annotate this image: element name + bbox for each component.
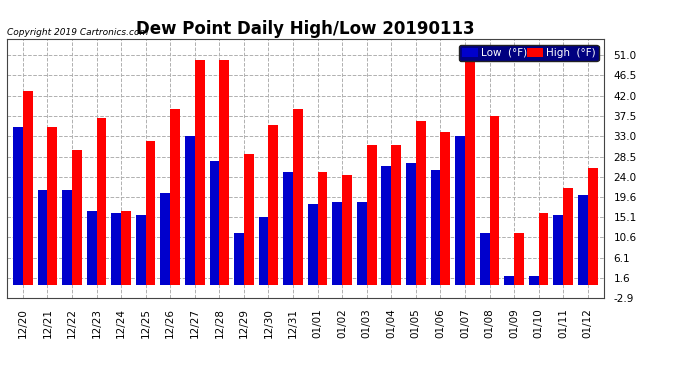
Bar <box>268 125 278 285</box>
Bar <box>480 233 489 285</box>
Bar <box>293 109 303 285</box>
Bar <box>160 193 170 285</box>
Text: Copyright 2019 Cartronics.com: Copyright 2019 Cartronics.com <box>7 28 148 37</box>
Bar <box>121 211 131 285</box>
Bar <box>514 233 524 285</box>
Bar <box>357 202 366 285</box>
Bar <box>62 190 72 285</box>
Bar <box>195 60 205 285</box>
Bar <box>504 276 514 285</box>
Bar <box>72 150 82 285</box>
Bar <box>210 161 219 285</box>
Bar <box>440 132 451 285</box>
Bar <box>170 109 180 285</box>
Bar <box>283 172 293 285</box>
Bar <box>13 127 23 285</box>
Bar <box>382 166 391 285</box>
Bar <box>259 217 268 285</box>
Bar <box>333 202 342 285</box>
Bar <box>563 188 573 285</box>
Bar <box>111 213 121 285</box>
Bar <box>539 213 549 285</box>
Bar <box>391 145 401 285</box>
Bar <box>97 118 106 285</box>
Bar <box>23 91 32 285</box>
Bar <box>146 141 155 285</box>
Bar <box>185 136 195 285</box>
Bar <box>308 204 317 285</box>
Bar <box>553 215 563 285</box>
Bar <box>342 175 352 285</box>
Bar <box>431 170 440 285</box>
Bar <box>317 172 328 285</box>
Bar <box>406 164 416 285</box>
Bar <box>48 127 57 285</box>
Title: Dew Point Daily High/Low 20190113: Dew Point Daily High/Low 20190113 <box>136 20 475 38</box>
Bar <box>234 233 244 285</box>
Bar <box>366 145 377 285</box>
Bar <box>465 60 475 285</box>
Bar <box>244 154 254 285</box>
Bar <box>136 215 146 285</box>
Bar <box>416 120 426 285</box>
Bar <box>37 190 48 285</box>
Bar <box>529 276 539 285</box>
Bar <box>87 211 97 285</box>
Bar <box>455 136 465 285</box>
Bar <box>578 195 588 285</box>
Legend: Low  (°F), High  (°F): Low (°F), High (°F) <box>459 45 598 61</box>
Bar <box>219 60 229 285</box>
Bar <box>489 116 500 285</box>
Bar <box>588 168 598 285</box>
